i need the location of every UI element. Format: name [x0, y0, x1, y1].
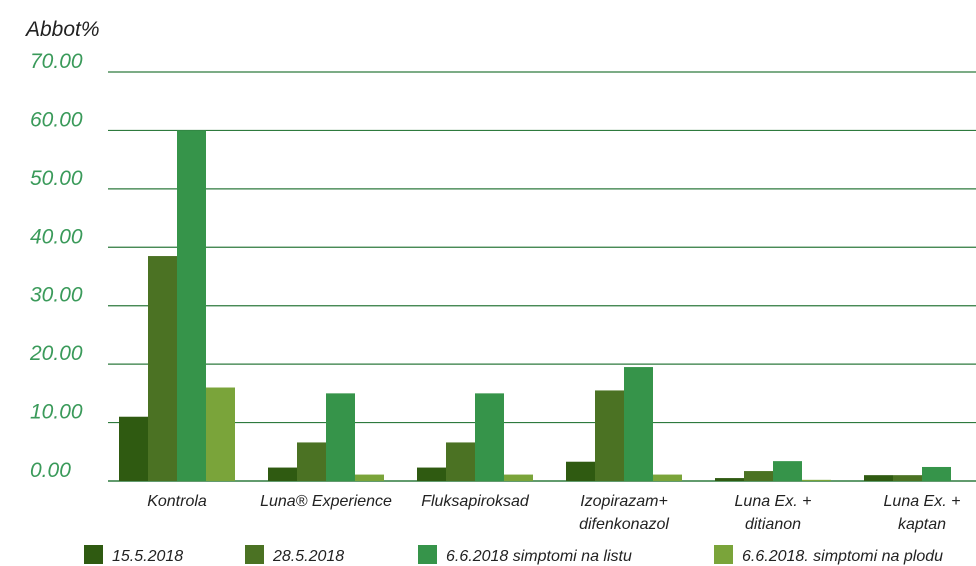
y-tick-labels: 0.00 10.00 20.00 30.00 40.00 50.00 60.00 70.00 [29, 50, 83, 482]
category-label: Izopirazam+ [580, 493, 668, 510]
bar [446, 442, 475, 481]
category-label: ditianon [745, 516, 801, 533]
bar [653, 474, 682, 481]
bar [206, 387, 235, 481]
bar [119, 416, 148, 481]
category-labels: Kontrola Luna® Experience Fluksapiroksad Iz… [147, 493, 960, 533]
legend-swatch [418, 545, 437, 564]
y-tick-label: 70.00 [30, 50, 83, 73]
category-label: Fluksapiroksad [421, 493, 530, 510]
bar [148, 256, 177, 481]
category-label: Luna® Experience [260, 493, 392, 510]
legend-label: 6.6.2018. simptomi na plodu [742, 548, 943, 565]
bar [326, 393, 355, 481]
category-label: Luna Ex. + [735, 493, 812, 510]
gridlines [108, 71, 976, 482]
bar [595, 390, 624, 481]
bar [624, 367, 653, 481]
bar [177, 130, 206, 481]
bar [922, 466, 951, 481]
category-label: Luna Ex. + [884, 493, 961, 510]
y-tick-label: 20.00 [29, 342, 83, 365]
bar [715, 478, 744, 481]
category-label: difenkonazol [579, 516, 669, 533]
bar [268, 467, 297, 481]
y-tick-label: 0.00 [30, 459, 71, 482]
legend-label: 6.6.2018 simptomi na listu [446, 548, 632, 565]
bar [802, 479, 831, 481]
bars [119, 130, 951, 481]
legend-swatch [84, 545, 103, 564]
legend-label: 28.5.2018 [272, 548, 344, 565]
legend-swatch [714, 545, 733, 564]
bar [773, 461, 802, 481]
bar [475, 393, 504, 481]
bar [504, 474, 533, 481]
bar [355, 474, 384, 481]
y-tick-label: 30.00 [30, 284, 83, 307]
bar [566, 461, 595, 481]
bar [893, 475, 922, 481]
bar [744, 471, 773, 481]
bar [864, 475, 893, 481]
category-label: Kontrola [147, 493, 207, 510]
legend-swatch [245, 545, 264, 564]
y-tick-label: 10.00 [30, 401, 83, 424]
legend: 15.5.2018 28.5.2018 6.6.2018 simptomi na l… [84, 545, 943, 565]
legend-label: 15.5.2018 [112, 548, 183, 565]
bar [297, 442, 326, 481]
y-tick-label: 60.00 [30, 108, 83, 131]
y-tick-label: 40.00 [30, 225, 83, 248]
y-axis-title: Abbot% [24, 18, 100, 41]
y-tick-label: 50.00 [30, 167, 83, 190]
category-label: kaptan [898, 516, 946, 533]
bar [417, 467, 446, 481]
